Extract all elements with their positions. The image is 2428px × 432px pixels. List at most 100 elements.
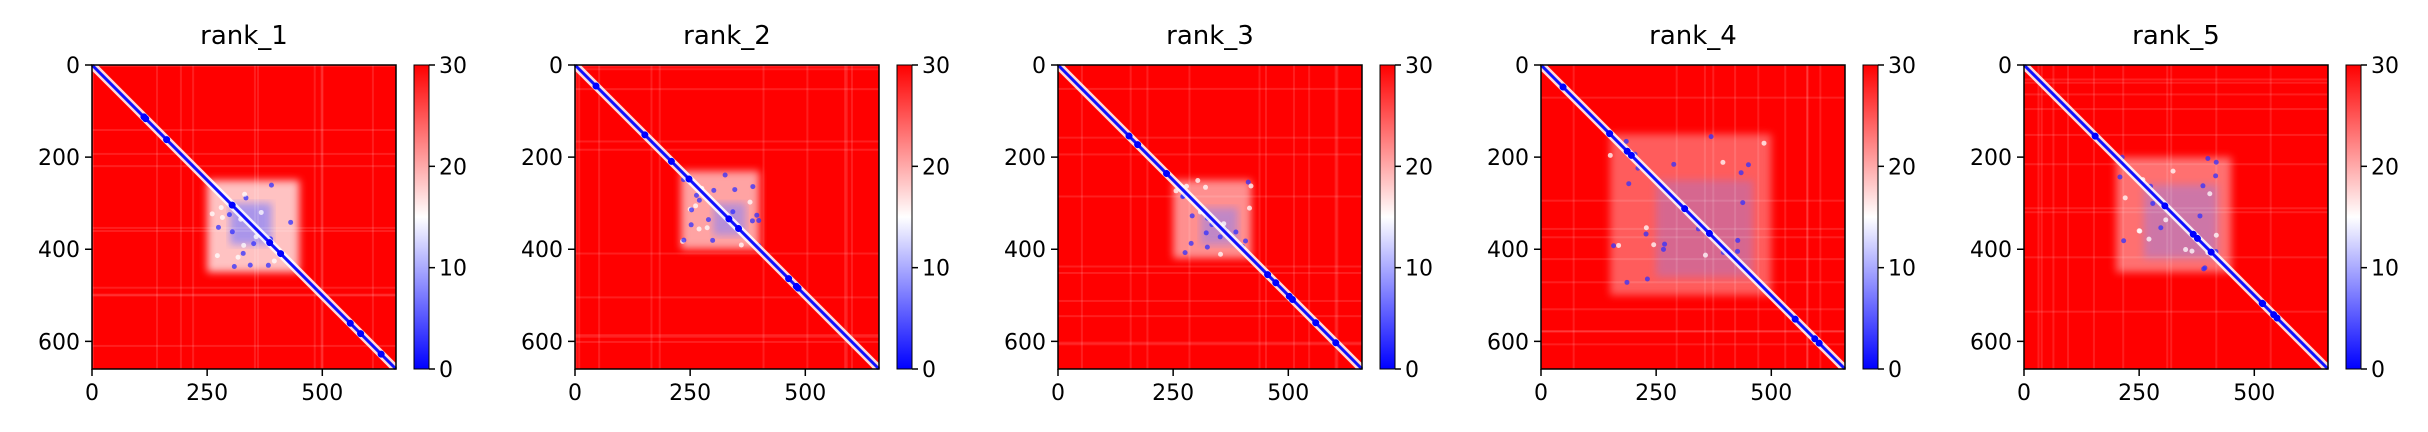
heatmap-texture [1188, 65, 1191, 369]
heatmap [572, 62, 882, 372]
colorbar-tick-label: 10 [439, 257, 467, 282]
heatmap-spot [229, 229, 235, 235]
heatmap-texture [92, 293, 396, 296]
heatmap-spot [738, 242, 744, 248]
heatmap-texture [578, 65, 581, 369]
heatmap-texture [844, 65, 847, 369]
y-tick-label: 400 [1004, 238, 1046, 263]
y-tick-label: 600 [1970, 330, 2012, 355]
heatmap-texture [1080, 65, 1083, 369]
diagonal-spot [1811, 335, 1819, 343]
heatmap-texture [192, 65, 195, 369]
heatmap-texture [575, 252, 879, 255]
heatmap-spot [2150, 200, 2156, 206]
diagonal-spot [1627, 151, 1635, 159]
heatmap-texture [1541, 281, 1845, 284]
x-tick-label: 500 [784, 381, 826, 406]
heatmap-texture [92, 152, 396, 155]
heatmap-texture [92, 65, 95, 369]
heatmap-texture [1146, 65, 1149, 369]
heatmap-spot [1189, 213, 1195, 219]
heatmap-spot [235, 254, 241, 260]
heatmap-texture [1058, 195, 1362, 198]
heatmap-spot [2121, 238, 2127, 244]
heatmap-spot [1643, 225, 1649, 231]
heatmap-texture [1058, 136, 1362, 139]
heatmap-texture [1541, 330, 1845, 333]
heatmap-texture [1819, 65, 1822, 369]
heatmap-spot [693, 203, 699, 209]
colorbar-tick-label: 30 [1888, 54, 1916, 79]
heatmap-spot [1662, 241, 1668, 247]
heatmap-texture [1058, 341, 1362, 344]
heatmap-spot [1188, 240, 1194, 246]
heatmap-spot [2183, 247, 2189, 253]
diagonal-spot [266, 239, 274, 247]
colorbar-tick-label: 30 [2371, 54, 2399, 79]
diagonal-spot [1288, 295, 1296, 303]
heatmap-texture [1058, 153, 1362, 156]
colorbar-tick-label: 10 [2371, 257, 2399, 282]
heatmap-texture [1336, 65, 1339, 369]
panel-title: rank_4 [1649, 21, 1737, 51]
heatmap-texture [845, 65, 848, 369]
heatmap-texture [575, 148, 879, 151]
heatmap-spot [756, 217, 762, 223]
heatmap-texture [92, 165, 396, 168]
colorbar-tick-label: 0 [1888, 358, 1902, 383]
x-tick-label: 500 [2233, 381, 2275, 406]
x-tick-label: 0 [1534, 381, 1548, 406]
heatmap-texture [1334, 65, 1337, 369]
heatmap-texture [1541, 330, 1845, 333]
x-tick-label: 500 [1750, 381, 1792, 406]
y-tick-label: 0 [1998, 54, 2012, 79]
heatmap-spot [696, 226, 702, 232]
heatmap-texture [575, 140, 879, 143]
heatmap [89, 62, 399, 372]
heatmap-spot [1607, 152, 1613, 158]
heatmap-texture [156, 65, 159, 369]
heatmap-texture [1784, 65, 1787, 369]
diagonal-spot [1606, 130, 1614, 138]
heatmap-texture [2024, 207, 2328, 210]
heatmap-texture [2269, 65, 2272, 369]
heatmap-texture [1308, 65, 1311, 369]
heatmap-texture [371, 65, 374, 369]
diagonal-spot [228, 201, 236, 209]
heatmap-texture [92, 286, 396, 289]
diagonal-spot [346, 319, 354, 327]
heatmap-texture [1541, 236, 1845, 239]
diagonal-spot [725, 215, 733, 223]
heatmap-spot [1651, 242, 1657, 248]
heatmap-spot [1203, 184, 1209, 190]
heatmap-texture [2024, 133, 2328, 136]
heatmap-spot [2213, 173, 2219, 179]
heatmap-texture [575, 296, 879, 299]
heatmap-texture [2215, 65, 2218, 369]
heatmap-spot [688, 222, 694, 228]
heatmap-spot [1644, 276, 1650, 282]
heatmap-spot [1204, 244, 1210, 250]
colorbar [2345, 64, 2362, 370]
heatmap-spot [1740, 200, 1746, 206]
panel-3: rank_3 0 250 500 0 200 400 600 0 10 20 30 [1004, 21, 1433, 406]
heatmap-texture [1129, 65, 1132, 369]
heatmap-spot [214, 253, 220, 259]
axes-frame [2023, 64, 2329, 370]
heatmap-spot [1247, 205, 1253, 211]
diagonal-spot [792, 282, 800, 290]
heatmap-spot [2200, 183, 2206, 189]
colorbar [1862, 64, 1879, 370]
heatmap-texture [1806, 65, 1809, 369]
heatmap-spot [1671, 161, 1677, 167]
x-tick-label: 250 [2118, 381, 2160, 406]
colorbar-tick-label: 20 [922, 155, 950, 180]
colorbar-tick-label: 10 [922, 257, 950, 282]
x-tick-label: 250 [186, 381, 228, 406]
heatmap [2021, 62, 2331, 372]
heatmap-texture [1541, 343, 1845, 346]
diagonal-spot [1264, 271, 1272, 279]
heatmap-texture [1675, 65, 1678, 369]
heatmap-spot [1626, 181, 1632, 187]
